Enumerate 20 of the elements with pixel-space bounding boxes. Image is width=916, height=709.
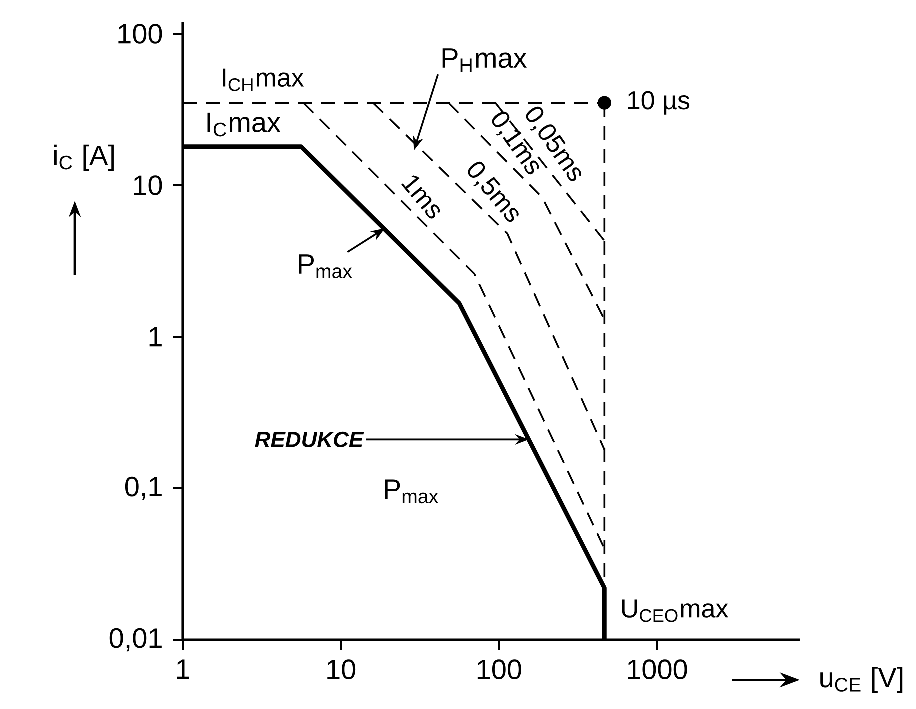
annotation: P$_{max}$: [299, 254, 352, 278]
legend-label: 1ms: [402, 176, 440, 219]
annotation: P$_{max}$: [385, 480, 438, 504]
annotation: I$_{C}$max: [208, 112, 281, 137]
x-tick-label: 1000: [628, 660, 688, 680]
series-label: I$_{CH}$max: [223, 68, 304, 92]
series-label: 10 µs: [628, 91, 690, 115]
y-tick-label: 1: [150, 327, 162, 347]
y-tick-label: 0,01: [110, 628, 162, 652]
x-axis-title: u$_{CE}$ [V]: [820, 667, 903, 694]
y-tick-label: 10: [134, 176, 162, 196]
annotation: REDUKCE: [255, 432, 364, 448]
x-tick-label: 100: [478, 660, 522, 680]
x-tick-label: 1: [177, 660, 190, 679]
y-axis-title: i$_{C}$ [A]: [54, 144, 114, 172]
annotation: P$_{H}$max: [442, 48, 528, 72]
series-label: U$_{CEO}$max: [622, 600, 728, 622]
x-tick-label: 10: [328, 660, 356, 680]
y-tick-label: 0,1: [125, 476, 162, 500]
y-tick-label: 100: [118, 24, 162, 44]
